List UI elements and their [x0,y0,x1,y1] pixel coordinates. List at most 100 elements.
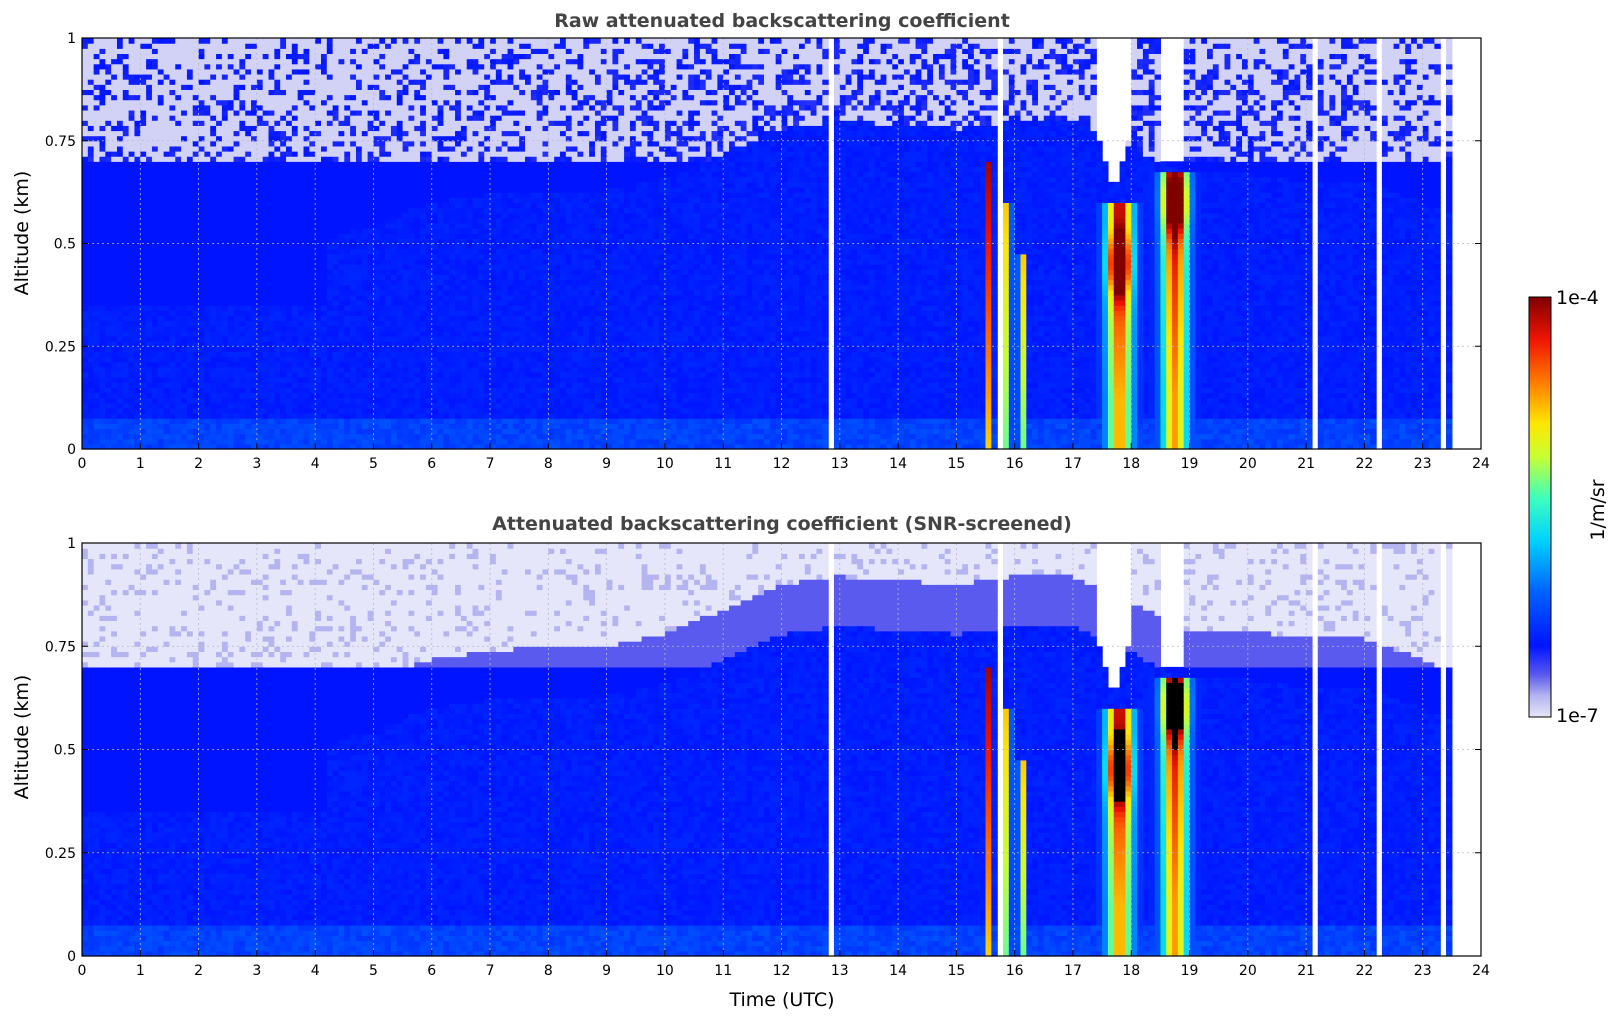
heatmap-cell [263,79,269,85]
heatmap-cell [117,428,123,434]
heatmap-cell [234,69,240,75]
heatmap-cell [350,84,356,90]
heatmap-cell [420,89,426,95]
heatmap-cell [111,403,117,409]
heatmap-cell [204,279,210,285]
heatmap-cell [333,166,339,172]
heatmap-cell [146,172,152,178]
heatmap-cell [298,357,304,363]
heatmap-cell [222,428,228,434]
heatmap-cell [286,372,292,378]
heatmap-cell [443,428,449,434]
heatmap-cell [129,372,135,378]
heatmap-cell [438,377,444,383]
heatmap-cell [181,336,187,342]
heatmap-cell [158,166,164,172]
heatmap-cell [257,279,263,285]
heatmap-cell [181,377,187,383]
heatmap-cell [117,69,123,75]
heatmap-cell [362,249,368,255]
heatmap-cell [181,110,187,116]
heatmap-cell [350,274,356,280]
heatmap-cell [397,434,403,440]
heatmap-cell [397,197,403,203]
heatmap-cell [88,274,94,280]
heatmap-cell [245,202,251,208]
heatmap-cell [99,95,105,101]
heatmap-cell [385,362,391,368]
heatmap-cell [257,254,263,260]
heatmap-cell [391,428,397,434]
heatmap-cell [292,74,298,80]
heatmap-cell [269,403,275,409]
heatmap-cell [140,161,146,167]
heatmap-cell [385,439,391,445]
heatmap-cell [216,233,222,239]
heatmap-cell [408,274,414,280]
heatmap-cell [414,48,420,54]
heatmap-cell [414,197,420,203]
heatmap-cell [298,74,304,80]
heatmap-cell [292,141,298,147]
heatmap-cell [111,233,117,239]
heatmap-cell [391,38,397,44]
heatmap-cell [140,202,146,208]
heatmap-cell [263,228,269,234]
heatmap-cell [333,285,339,291]
heatmap-cell [222,38,228,44]
heatmap-cell [117,300,123,306]
heatmap-cell [82,53,88,59]
heatmap-cell [181,48,187,54]
heatmap-cell [379,100,385,106]
heatmap-cell [327,161,333,167]
heatmap-cell [432,434,438,440]
heatmap-cell [169,64,175,70]
heatmap-cell [222,48,228,54]
heatmap-cell [397,310,403,316]
heatmap-cell [408,269,414,275]
heatmap-cell [414,331,420,337]
heatmap-cell [321,341,327,347]
heatmap-cell [129,398,135,404]
heatmap-cell [140,357,146,363]
heatmap-cell [269,218,275,224]
heatmap-cell [414,336,420,342]
heatmap-cell [350,172,356,178]
heatmap-cell [222,392,228,398]
heatmap-cell [140,89,146,95]
heatmap-cell [123,285,129,291]
heatmap-cell [187,269,193,275]
heatmap-cell [187,351,193,357]
heatmap-cell [379,321,385,327]
heatmap-cell [140,151,146,157]
heatmap-cell [175,151,181,157]
heatmap-cell [111,382,117,388]
heatmap-cell [403,151,409,157]
heatmap-cell [123,377,129,383]
heatmap-cell [263,244,269,250]
heatmap-cell [99,125,105,131]
heatmap-cell [140,274,146,280]
heatmap-cell [263,223,269,229]
heatmap-cell [245,321,251,327]
heatmap-cell [333,351,339,357]
heatmap-cell [111,48,117,54]
heatmap-cell [333,172,339,178]
heatmap-cell [181,43,187,49]
heatmap-cell [327,130,333,136]
heatmap-cell [152,53,158,59]
heatmap-cell [94,357,100,363]
heatmap-cell [222,244,228,250]
heatmap-cell [239,156,245,162]
heatmap-cell [158,110,164,116]
heatmap-cell [245,418,251,424]
heatmap-cell [169,105,175,111]
heatmap-cell [327,202,333,208]
heatmap-cell [204,259,210,265]
heatmap-cell [94,208,100,214]
heatmap-cell [169,279,175,285]
heatmap-cell [286,331,292,337]
heatmap-cell [373,387,379,393]
heatmap-cell [204,264,210,270]
heatmap-cell [385,192,391,198]
